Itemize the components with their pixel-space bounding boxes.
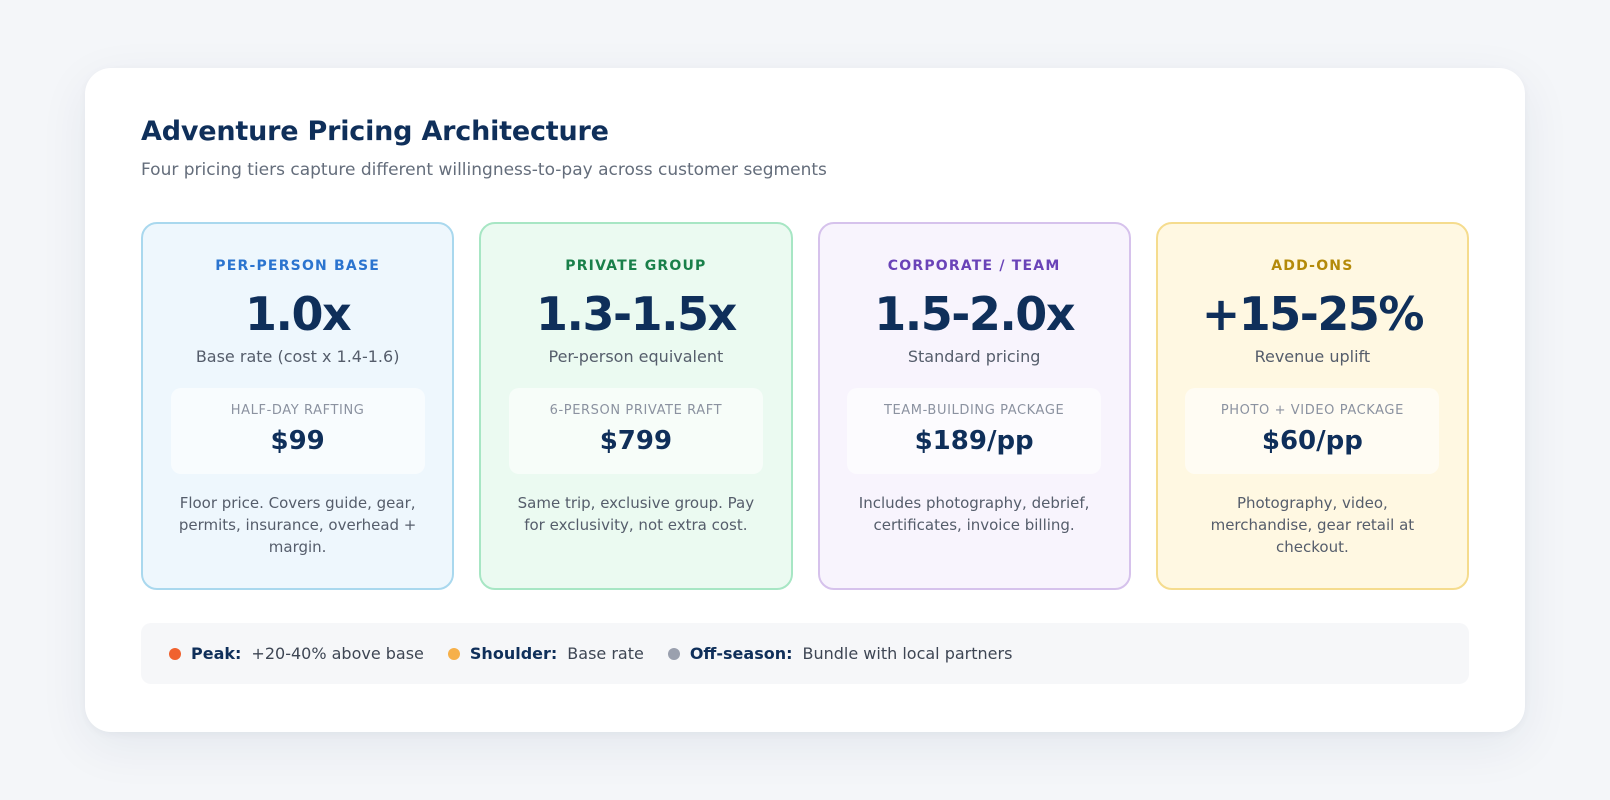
seasonality-bar: Peak: +20-40% above base Shoulder: Base … xyxy=(141,623,1469,684)
tier-multiplier: 1.0x xyxy=(245,287,352,341)
tier-note: Revenue uplift xyxy=(1254,347,1371,366)
example-price: $60/pp xyxy=(1261,426,1363,456)
season-name: Shoulder: xyxy=(469,644,558,663)
page-subtitle: Four pricing tiers capture different wil… xyxy=(141,160,827,180)
tier-label: PRIVATE GROUP xyxy=(565,258,707,274)
example-label: 6-PERSON PRIVATE RAFT xyxy=(549,403,723,418)
example-price: $189/pp xyxy=(914,426,1034,456)
season-item-off-season: Off-season: Bundle with local partners xyxy=(667,644,1013,663)
tier-list: PER-PERSON BASE 1.0x Base rate (cost x 1… xyxy=(141,222,1469,590)
example-box: PHOTO + VIDEO PACKAGE $60/pp xyxy=(1185,388,1440,474)
season-name: Peak: xyxy=(191,644,242,663)
example-label: HALF-DAY RAFTING xyxy=(230,403,365,418)
tier-card-per-person-base: PER-PERSON BASE 1.0x Base rate (cost x 1… xyxy=(141,222,455,590)
page-title: Adventure Pricing Architecture xyxy=(141,116,609,147)
example-box: 6-PERSON PRIVATE RAFT $799 xyxy=(508,388,763,474)
tier-card-private-group: PRIVATE GROUP 1.3-1.5x Per-person equiva… xyxy=(479,222,793,590)
tier-note: Standard pricing xyxy=(907,347,1041,366)
tier-multiplier: 1.3-1.5x xyxy=(536,287,737,341)
tier-description: Same trip, exclusive group. Pay for excl… xyxy=(517,494,755,534)
example-box: TEAM-BUILDING PACKAGE $189/pp xyxy=(847,388,1102,474)
off-season-dot-icon xyxy=(667,647,680,660)
tier-description: Includes photography, debrief, certifica… xyxy=(858,494,1090,534)
season-item-peak: Peak: +20-40% above base xyxy=(169,644,424,663)
example-label: TEAM-BUILDING PACKAGE xyxy=(883,403,1065,418)
tier-card-add-ons: ADD-ONS +15-25% Revenue uplift PHOTO + V… xyxy=(1155,222,1469,590)
tier-description: Floor price. Covers guide, gear, permits… xyxy=(178,494,417,556)
season-name: Off-season: xyxy=(689,644,793,663)
season-value: Bundle with local partners xyxy=(802,644,1013,663)
tier-description: Photography, video, merchandise, gear re… xyxy=(1210,494,1415,556)
example-label: PHOTO + VIDEO PACKAGE xyxy=(1220,403,1404,418)
tier-multiplier: 1.5-2.0x xyxy=(874,287,1075,341)
example-box: HALF-DAY RAFTING $99 xyxy=(170,388,425,474)
example-price: $99 xyxy=(270,426,325,456)
season-item-shoulder: Shoulder: Base rate xyxy=(447,644,644,663)
tier-label: PER-PERSON BASE xyxy=(215,258,380,274)
example-price: $799 xyxy=(599,426,673,456)
peak-dot-icon xyxy=(169,647,181,660)
season-value: +20-40% above base xyxy=(251,644,424,663)
pricing-card: Adventure Pricing Architecture Four pric… xyxy=(85,68,1525,732)
tier-multiplier: +15-25% xyxy=(1201,287,1425,341)
tier-label: ADD-ONS xyxy=(1271,258,1354,274)
tier-note: Per-person equivalent xyxy=(548,347,724,366)
tier-note: Base rate (cost x 1.4-1.6) xyxy=(195,347,400,366)
shoulder-dot-icon xyxy=(447,647,460,660)
tier-card-corporate-team: CORPORATE / TEAM 1.5-2.0x Standard prici… xyxy=(817,222,1131,590)
tier-label: CORPORATE / TEAM xyxy=(887,258,1061,274)
season-value: Base rate xyxy=(567,644,644,663)
